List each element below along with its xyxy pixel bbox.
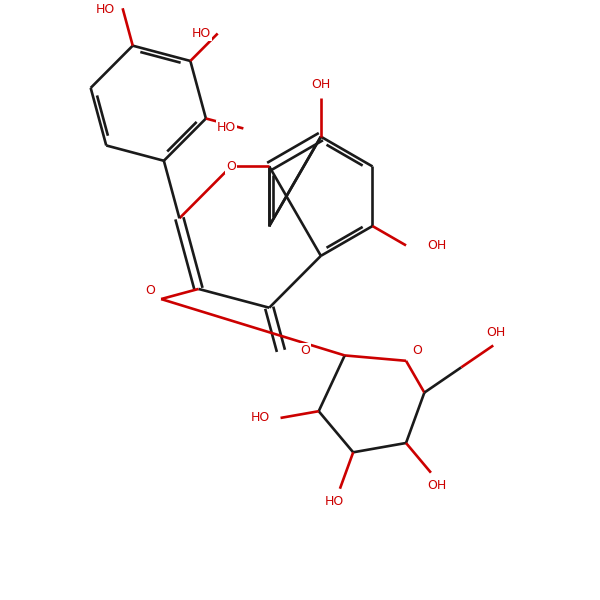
- Text: OH: OH: [487, 326, 506, 339]
- Text: HO: HO: [96, 3, 115, 16]
- Text: OH: OH: [427, 479, 446, 492]
- Text: HO: HO: [217, 121, 236, 134]
- Text: O: O: [300, 344, 310, 358]
- Text: HO: HO: [251, 412, 270, 424]
- Text: HO: HO: [325, 496, 344, 508]
- Text: O: O: [412, 344, 422, 356]
- Text: OH: OH: [311, 78, 331, 91]
- Text: O: O: [145, 284, 155, 296]
- Text: OH: OH: [427, 239, 446, 252]
- Text: O: O: [226, 160, 236, 173]
- Text: HO: HO: [191, 27, 211, 40]
